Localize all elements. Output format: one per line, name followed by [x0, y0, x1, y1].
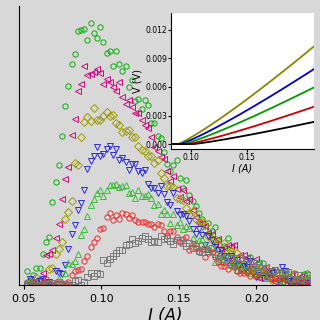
- X-axis label: I (A): I (A): [232, 163, 252, 173]
- X-axis label: I (A): I (A): [148, 307, 182, 320]
- Y-axis label: V (V): V (V): [132, 69, 142, 93]
